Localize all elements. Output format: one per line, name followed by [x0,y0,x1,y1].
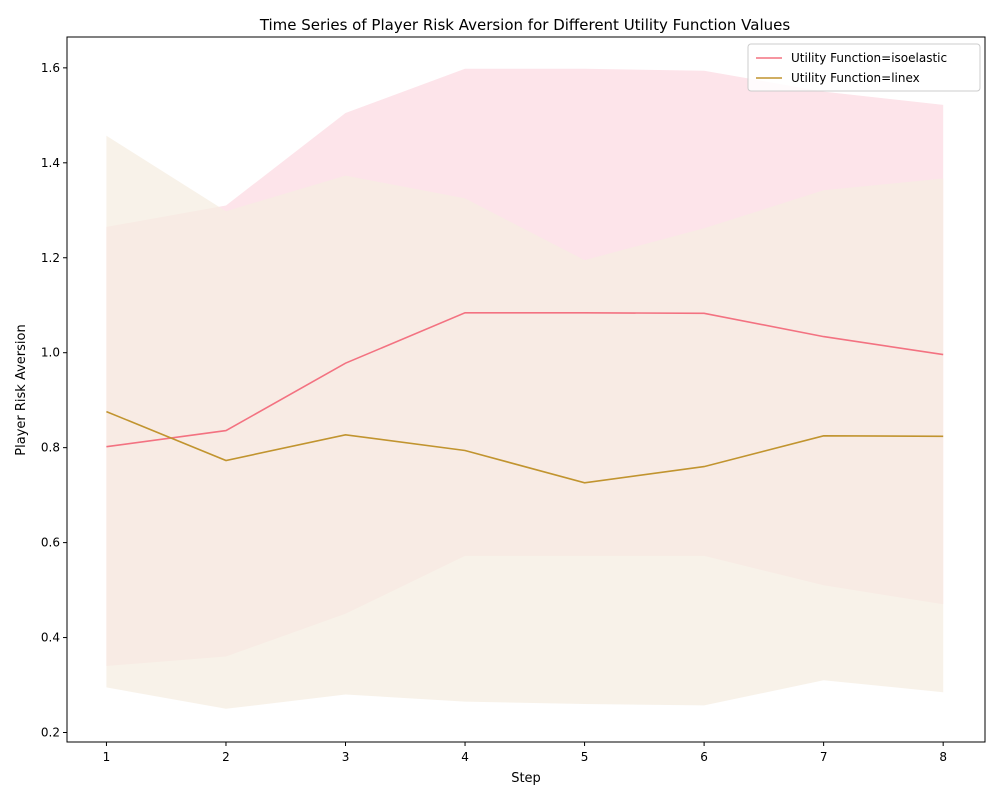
x-tick-label: 5 [581,750,589,764]
y-axis-label: Player Risk Aversion [14,324,29,455]
x-tick-label: 8 [939,750,947,764]
legend-box [747,43,981,92]
confidence-bands [106,68,944,709]
legend-label-0: Utility Function=isoelastic [791,51,947,65]
x-tick-label: 3 [342,750,350,764]
legend-label-1: Utility Function=linex [791,71,920,85]
confidence-band-1 [106,135,944,709]
y-tick-label: 0.6 [41,536,60,550]
y-tick-label: 1.2 [41,251,60,265]
x-tick-label: 7 [820,750,828,764]
x-axis-ticks: 1 2 3 4 5 6 7 8 [103,742,947,764]
x-tick-label: 2 [222,750,230,764]
legend: Utility Function=isoelastic Utility Funct… [747,43,981,92]
series-line-1 [106,410,944,484]
chart-title: Time Series of Player Risk Aversion for … [259,16,791,34]
series-lines [106,311,944,484]
y-tick-label: 1.4 [41,156,60,170]
y-tick-label: 1.0 [41,346,60,360]
x-tick-label: 6 [700,750,708,764]
y-tick-label: 0.4 [41,631,60,645]
y-tick-label: 0.2 [41,726,60,740]
x-tick-label: 4 [461,750,469,764]
y-axis-ticks: 0.2 0.4 0.6 0.8 1.0 1.2 1.4 1.6 [41,61,67,740]
plot-frame [66,36,986,743]
x-axis-label: Step [511,771,541,786]
y-tick-label: 1.6 [41,61,60,75]
series-line-0 [106,311,944,448]
y-tick-label: 0.8 [41,441,60,455]
x-tick-label: 1 [103,750,111,764]
